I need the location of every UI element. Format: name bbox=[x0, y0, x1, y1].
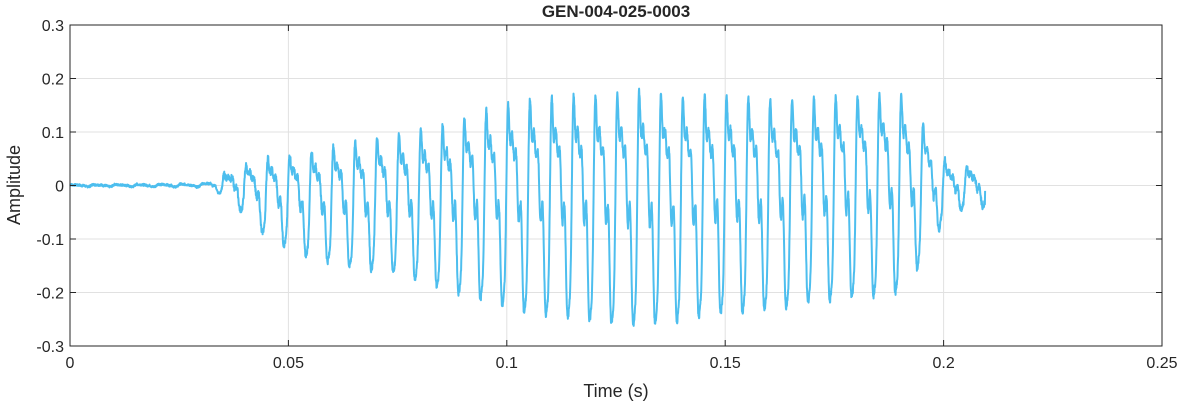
ticks: 0 0.05 0.1 0.15 0.2 0.25 -0.3 -0.2 -0.1 0 0.1 0.2 0.… bbox=[36, 18, 1177, 372]
x-tick-label: 0.25 bbox=[1146, 355, 1177, 372]
x-tick-label: 0 bbox=[66, 355, 75, 372]
y-tick-label: -0.1 bbox=[36, 232, 64, 249]
signal-series-line bbox=[69, 87, 987, 327]
y-tick-label: 0.3 bbox=[42, 18, 64, 35]
y-axis-label: Amplitude bbox=[4, 145, 24, 225]
y-tick-label: -0.3 bbox=[36, 339, 64, 356]
plot-area bbox=[69, 87, 987, 327]
y-tick-label: 0 bbox=[55, 179, 64, 196]
y-tick-label: -0.2 bbox=[36, 286, 64, 303]
x-tick-label: 0.2 bbox=[932, 355, 954, 372]
chart-title: GEN-004-025-0003 bbox=[542, 2, 690, 21]
x-tick-label: 0.15 bbox=[710, 355, 741, 372]
y-tick-label: 0.2 bbox=[42, 72, 64, 89]
x-axis-label: Time (s) bbox=[583, 381, 648, 401]
y-tick-label: 0.1 bbox=[42, 125, 64, 142]
x-tick-label: 0.05 bbox=[273, 355, 304, 372]
x-tick-label: 0.1 bbox=[496, 355, 518, 372]
